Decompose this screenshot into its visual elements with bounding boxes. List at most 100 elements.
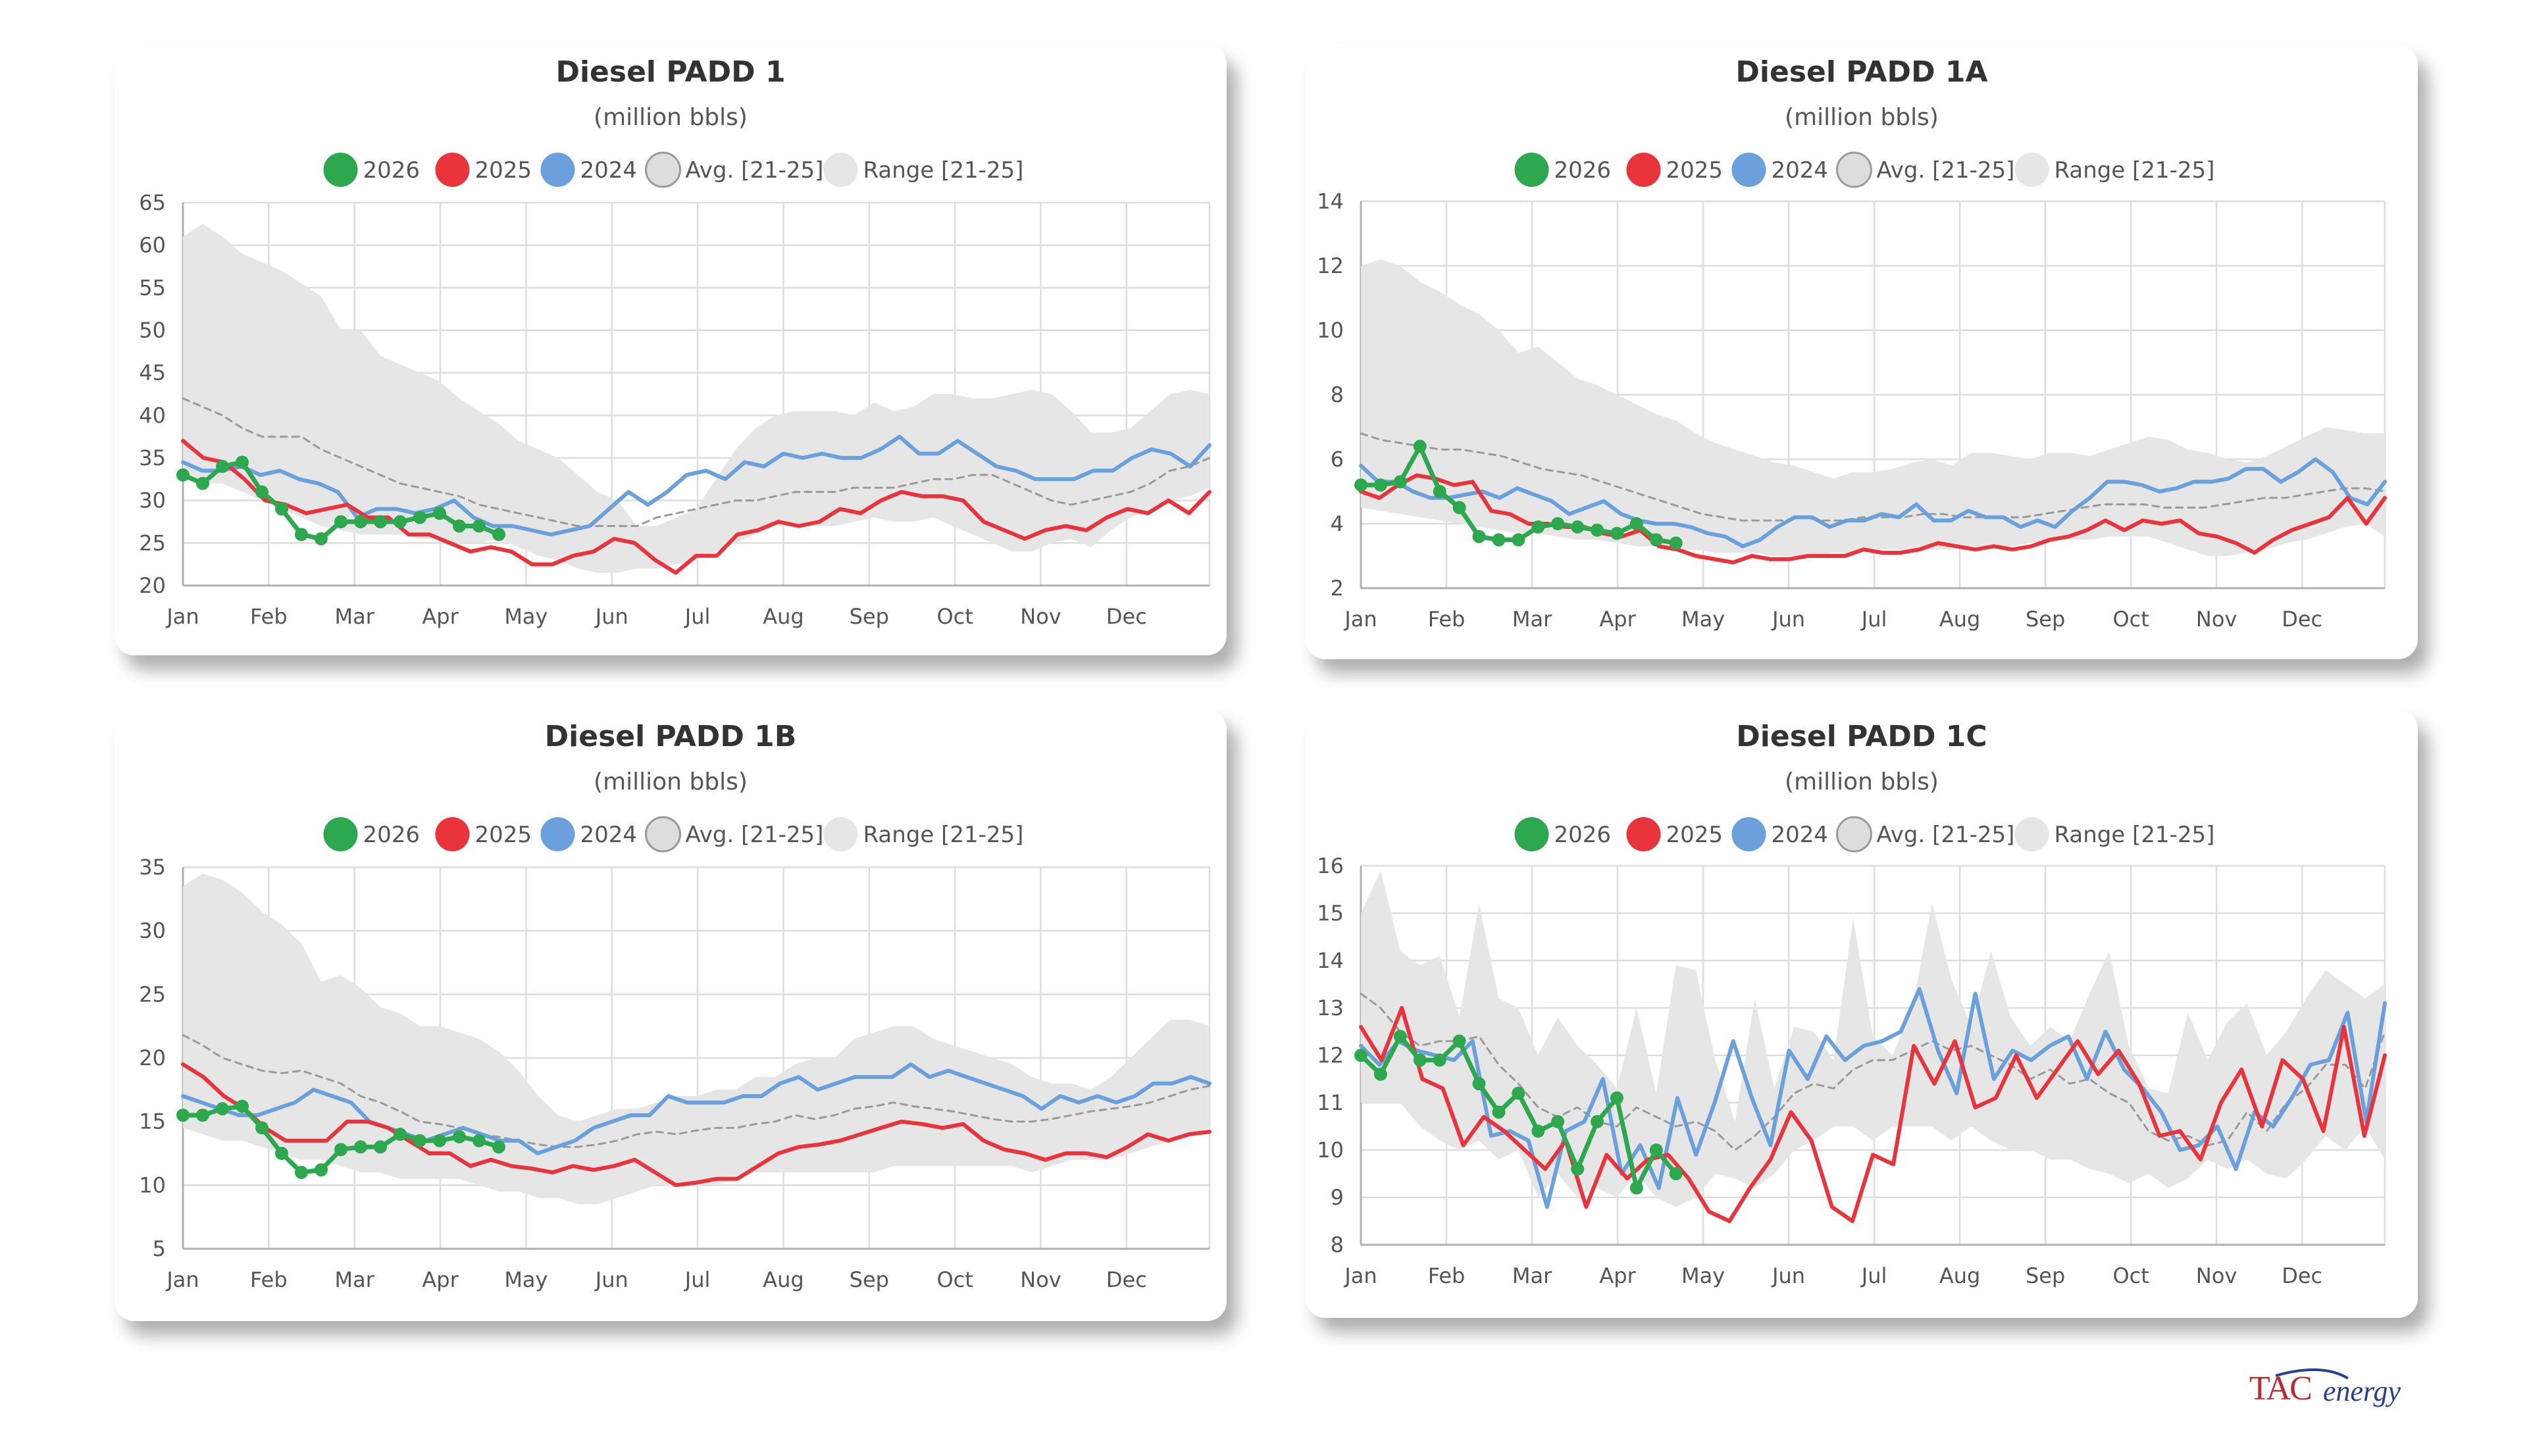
x-tick-label: Aug [1939, 1263, 1980, 1288]
series-2026-point [1472, 1077, 1486, 1091]
series-2026-point [1551, 1115, 1565, 1128]
legend-label: 2024 [580, 157, 638, 184]
avg-line [1360, 992, 2386, 1151]
x-tick-label: Jan [1343, 607, 1377, 632]
legend-item-2026: 2026 [1514, 817, 1611, 851]
y-tick-label: 4 [1331, 511, 1344, 536]
chart-subtitle: (million bbls) [594, 104, 748, 131]
legend-marker [1836, 816, 1872, 853]
x-tick-label: Jul [684, 604, 711, 629]
series-2026-point [1413, 1053, 1427, 1067]
legend-marker [2014, 817, 2049, 851]
chart-panel-padd-1: Diesel PADD 1 (million bbls) 2026 2025 2024 A… [115, 45, 1227, 655]
x-tick-label: May [1681, 1263, 1725, 1288]
x-tick-label: Jul [684, 1267, 711, 1292]
series-2026-point [472, 1134, 486, 1147]
legend-marker [1836, 151, 1872, 188]
legend-label: 2025 [1666, 822, 1723, 848]
chart-panel-padd-1a: Diesel PADD 1A (million bbls) 2026 2025 2024… [1306, 45, 2418, 659]
series-2026-point [275, 502, 288, 516]
legend-item-range-21-25: Range [21-25] [2014, 153, 2214, 187]
legend-label: Avg. [21-25] [1877, 822, 2015, 848]
legend-label: 2026 [363, 157, 421, 184]
legend-item-2026: 2026 [323, 153, 421, 187]
series-2026-point [1669, 1167, 1683, 1180]
chart-title: Diesel PADD 1B [545, 720, 797, 753]
x-tick-label: Aug [763, 604, 804, 629]
series-2026-point [196, 476, 209, 490]
series-2026-point [492, 1140, 505, 1154]
legend-item-avg-21-25: Avg. [21-25] [1836, 816, 2015, 853]
legend-label: 2025 [1666, 157, 1723, 184]
x-tick-label: May [504, 1267, 548, 1292]
series-2026-point [1373, 478, 1387, 492]
y-tick-label: 55 [139, 275, 166, 300]
legend-marker [323, 817, 358, 851]
x-tick-label: Oct [2112, 1263, 2149, 1288]
y-tick-label: 10 [1317, 318, 1344, 343]
legend-marker [1514, 153, 1549, 187]
legend-item-2025: 2025 [435, 817, 532, 851]
chart-svg: Diesel PADD 1C (million bbls) 2026 2025 2024… [1317, 720, 2387, 1288]
y-tick-label: 5 [153, 1236, 166, 1261]
x-tick-label: Mar [335, 1267, 375, 1292]
x-tick-label: Oct [936, 1267, 973, 1292]
x-tick-label: Sep [2026, 1263, 2065, 1288]
series-2026-point [433, 1134, 446, 1147]
series-2026-point [1354, 478, 1367, 492]
series-2026-point [236, 1099, 249, 1113]
y-tick-label: 35 [139, 855, 166, 880]
chart-title: Diesel PADD 1 [555, 55, 785, 89]
y-tick-label: 50 [139, 318, 166, 343]
series-2026-point [1571, 1162, 1585, 1176]
x-tick-label: Nov [1020, 604, 1061, 629]
series-2026-point [216, 1102, 229, 1116]
x-tick-label: Jul [1860, 1263, 1887, 1288]
legend-label: 2025 [475, 822, 532, 848]
legend-marker [1731, 153, 1766, 187]
x-tick-label: Jun [1771, 607, 1805, 632]
y-tick-label: 13 [1317, 995, 1344, 1020]
series-2026-point [176, 468, 190, 482]
x-tick-label: Apr [1599, 1263, 1636, 1288]
x-tick-label: Aug [763, 1267, 804, 1292]
x-tick-label: Jun [594, 1267, 628, 1292]
legend-label: Range [21-25] [863, 157, 1024, 184]
legend-marker [2014, 153, 2049, 187]
series-2026-point [1512, 1086, 1525, 1100]
series-2026-point [354, 1140, 367, 1154]
series-2024-line [1359, 457, 2387, 549]
legend-marker [1514, 817, 1549, 851]
y-tick-label: 25 [139, 530, 166, 555]
y-tick-label: 16 [1317, 853, 1344, 878]
series-2025-line [1359, 473, 2387, 565]
legend-item-2024: 2024 [540, 817, 637, 851]
legend-label: Avg. [21-25] [1877, 157, 2015, 184]
legend-label: Range [21-25] [2055, 822, 2215, 848]
y-tick-label: 25 [139, 982, 166, 1007]
y-tick-label: 20 [139, 1045, 166, 1070]
legend-item-range-21-25: Range [21-25] [2014, 817, 2215, 851]
y-tick-label: 45 [139, 361, 166, 386]
logo-text: TAC [2249, 1370, 2311, 1407]
chart-panel-padd-1c: Diesel PADD 1C (million bbls) 2026 2025 2024… [1306, 709, 2418, 1318]
y-tick-label: 6 [1331, 447, 1344, 472]
series-2026-point [1591, 1115, 1604, 1128]
x-tick-label: May [504, 604, 548, 629]
legend-item-2025: 2025 [1626, 153, 1723, 187]
legend-item-avg-21-25: Avg. [21-25] [1836, 151, 2015, 188]
series-2026-point [1512, 533, 1525, 547]
range-band [1361, 259, 2385, 556]
legend-label: Avg. [21-25] [686, 822, 824, 848]
y-tick-label: 60 [139, 233, 166, 258]
y-tick-label: 9 [1331, 1185, 1344, 1210]
x-tick-label: Jun [1771, 1263, 1805, 1288]
series-2026-point [334, 1143, 347, 1157]
series-2026-point [1433, 1053, 1446, 1067]
series-2026-point [1452, 501, 1466, 515]
range-band [183, 873, 1210, 1205]
series-2026-point [315, 532, 328, 545]
legend-item-2026: 2026 [323, 817, 420, 851]
series-2026-point [176, 1109, 190, 1122]
x-tick-label: Feb [250, 604, 288, 629]
